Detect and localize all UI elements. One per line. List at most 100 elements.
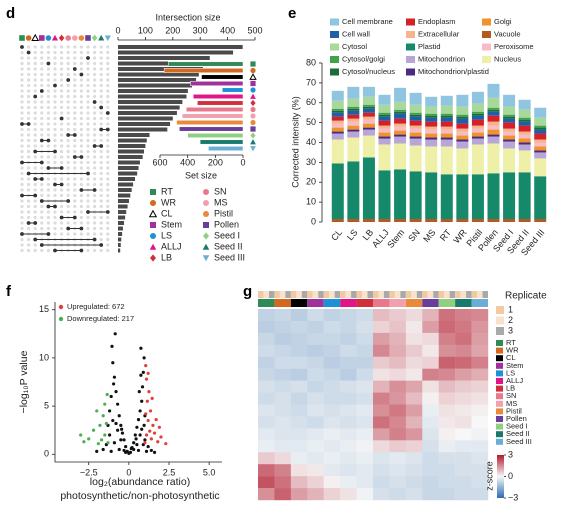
y-tick-label: 40 bbox=[306, 137, 316, 147]
member-dot bbox=[92, 237, 97, 242]
bar-segment bbox=[425, 137, 438, 140]
member-dot bbox=[66, 226, 71, 231]
heat-cell bbox=[455, 380, 472, 393]
heat-cell bbox=[290, 380, 308, 393]
bar-segment bbox=[425, 172, 438, 220]
heat-cell bbox=[323, 404, 341, 417]
legend-label: WR bbox=[506, 346, 519, 355]
legend-symbol bbox=[203, 232, 209, 240]
matrix-dot bbox=[60, 72, 64, 77]
matrix-dot bbox=[106, 204, 110, 209]
point bbox=[91, 428, 96, 432]
heat-cell bbox=[389, 380, 407, 393]
matrix-dot bbox=[33, 166, 37, 170]
intersection-bar bbox=[118, 78, 197, 82]
matrix-dot bbox=[60, 221, 64, 225]
member-dot bbox=[99, 127, 104, 132]
heat-cell bbox=[455, 428, 472, 441]
matrix-dot bbox=[20, 138, 24, 143]
bar-segment bbox=[362, 86, 375, 97]
bar-segment bbox=[409, 120, 422, 126]
heat-cell bbox=[373, 476, 390, 489]
bar-segment bbox=[518, 144, 531, 151]
color-bar-tick-label: 3 bbox=[508, 449, 513, 459]
matrix-dot bbox=[93, 182, 97, 187]
heat-cell bbox=[422, 476, 439, 489]
replicate-annotation bbox=[405, 291, 412, 298]
bar-segment bbox=[409, 125, 422, 129]
bar-segment bbox=[487, 219, 500, 222]
heat-cell bbox=[307, 309, 324, 322]
matrix-dot bbox=[46, 144, 51, 148]
member-dot bbox=[99, 243, 104, 247]
member-dot bbox=[92, 144, 97, 148]
set-size-bar bbox=[176, 120, 244, 125]
heat-cell bbox=[471, 368, 489, 381]
matrix-dot bbox=[79, 50, 83, 55]
matrix-dot bbox=[66, 155, 70, 159]
point bbox=[134, 437, 138, 441]
heat-cell bbox=[290, 368, 308, 381]
matrix-dot bbox=[27, 78, 31, 82]
matrix-dot bbox=[73, 111, 77, 115]
bar-segment bbox=[456, 174, 469, 220]
matrix-dot bbox=[60, 204, 64, 209]
set-symbol bbox=[58, 34, 65, 42]
bar-segment bbox=[440, 174, 453, 220]
member-dot bbox=[105, 127, 110, 132]
matrix-dot bbox=[99, 111, 103, 115]
bar-segment bbox=[487, 143, 500, 174]
bar-segment bbox=[394, 126, 407, 131]
point bbox=[111, 361, 115, 365]
bar-segment bbox=[518, 99, 531, 110]
matrix-dot bbox=[27, 155, 31, 159]
bar-segment bbox=[378, 114, 391, 117]
bar-segment bbox=[394, 118, 407, 124]
bar-segment bbox=[487, 125, 500, 130]
point bbox=[103, 402, 107, 406]
matrix-dot bbox=[53, 155, 57, 159]
set-symbol bbox=[91, 34, 98, 42]
member-dot bbox=[92, 188, 97, 192]
bar-segment bbox=[534, 129, 547, 134]
heat-cell bbox=[340, 392, 357, 405]
heat-cell bbox=[455, 476, 472, 489]
matrix-dot bbox=[99, 72, 103, 77]
matrix-dot bbox=[93, 204, 97, 209]
bar-segment bbox=[503, 219, 516, 222]
matrix-dot bbox=[53, 221, 57, 225]
matrix-dot bbox=[66, 45, 70, 49]
matrix-dot bbox=[73, 144, 77, 148]
point bbox=[140, 399, 144, 403]
matrix-dot bbox=[20, 105, 24, 110]
matrix-dot bbox=[73, 160, 77, 165]
axis-title: Set size bbox=[185, 170, 217, 180]
set-size-tick-label: 400 bbox=[180, 157, 195, 167]
matrix-dot bbox=[73, 61, 77, 66]
legend-label: 1 bbox=[508, 304, 513, 314]
matrix-dot bbox=[53, 133, 57, 137]
replicate-annotation bbox=[394, 291, 401, 298]
matrix-dot bbox=[40, 56, 44, 60]
member-dot bbox=[20, 232, 24, 236]
heat-cell bbox=[340, 380, 357, 393]
replicate-annotation bbox=[340, 291, 346, 298]
heat-cell bbox=[405, 380, 423, 393]
intersection-bar bbox=[118, 149, 145, 154]
heat-cell bbox=[274, 392, 292, 405]
bar-segment bbox=[471, 125, 484, 129]
matrix-dot bbox=[40, 215, 44, 220]
legend-label: Plastid bbox=[418, 42, 441, 51]
matrix-dot bbox=[53, 193, 57, 198]
matrix-dot bbox=[86, 144, 90, 148]
matrix-dot bbox=[66, 61, 70, 66]
matrix-dot bbox=[27, 67, 31, 71]
matrix-dot bbox=[73, 45, 77, 49]
matrix-dot bbox=[86, 89, 90, 93]
intersection-bar bbox=[118, 56, 210, 60]
bar-segment bbox=[534, 139, 547, 143]
matrix-dot bbox=[53, 122, 57, 126]
matrix-dot bbox=[106, 149, 110, 154]
set-symbol bbox=[249, 73, 257, 80]
point bbox=[140, 427, 144, 431]
